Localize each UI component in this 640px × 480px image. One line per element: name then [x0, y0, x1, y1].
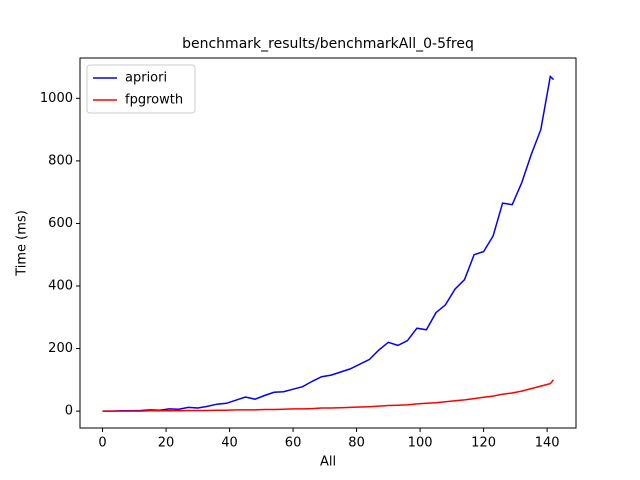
y-tick-label: 0	[65, 404, 73, 419]
x-tick-label: 40	[221, 436, 238, 451]
x-tick-label: 60	[285, 436, 302, 451]
series-line	[102, 379, 555, 412]
series-line	[102, 74, 555, 412]
x-tick-label: 100	[408, 436, 433, 451]
x-tick-label: 0	[98, 436, 106, 451]
y-tick-label: 1000	[40, 91, 73, 106]
y-tick-label: 800	[48, 153, 73, 168]
chart-title: benchmark_results/benchmarkAll_0-5freq	[182, 36, 474, 52]
x-tick-label: 120	[471, 436, 496, 451]
legend-box	[86, 64, 196, 114]
legend-label: apriori	[125, 71, 167, 86]
x-tick-label: 80	[348, 436, 365, 451]
plot-frame	[79, 57, 577, 429]
x-tick-label: 140	[535, 436, 560, 451]
y-tick-label: 400	[48, 279, 73, 294]
x-axis-label: All	[320, 455, 336, 470]
legend-label: fpgrowth	[125, 93, 183, 108]
x-tick-label: 20	[158, 436, 175, 451]
y-axis-label: Time (ms)	[15, 210, 30, 277]
y-tick-label: 600	[48, 216, 73, 231]
y-tick-label: 200	[48, 341, 73, 356]
